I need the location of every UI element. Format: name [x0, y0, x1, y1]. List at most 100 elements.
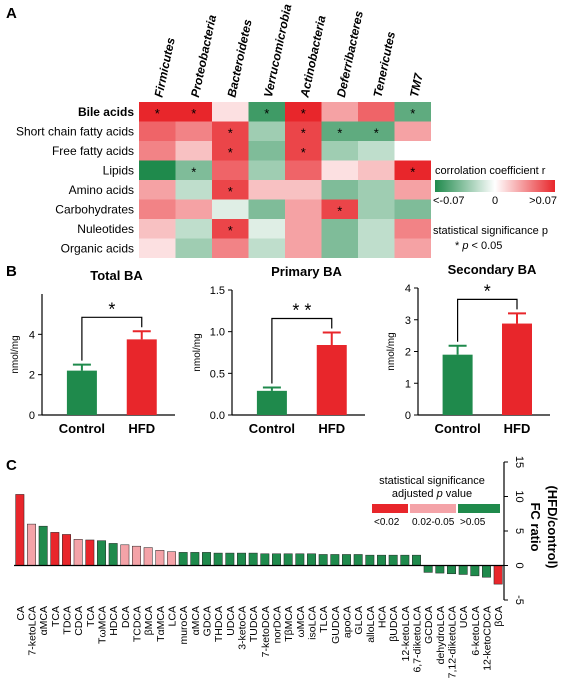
fc-bar	[120, 544, 130, 566]
significance-legend-title: statistical significance p	[433, 225, 548, 237]
heatmap-cell	[358, 102, 395, 122]
fc-bar	[248, 552, 258, 566]
fc-bar	[330, 554, 340, 566]
fc-bar	[178, 552, 188, 566]
heatmap-cell	[212, 238, 249, 258]
fc-category-label: ωMCA	[295, 606, 307, 638]
fc-y-tick-label: -5	[513, 595, 525, 605]
fc-bar	[412, 554, 421, 566]
fc-y-tick-label: 5	[513, 528, 525, 534]
x-tick-label: Control	[249, 421, 295, 436]
fc-category-label: TωMCA	[97, 606, 109, 644]
significance-star: *	[410, 164, 415, 179]
fc-bar	[435, 565, 445, 574]
fc-category-label: TβMCA	[283, 606, 295, 642]
fc-bar	[225, 552, 235, 566]
significance-star: *	[228, 184, 233, 199]
fc-bar	[155, 550, 165, 566]
significance-marker: *	[484, 281, 491, 301]
fc-bar	[85, 539, 95, 566]
fc-category-label: GDCA	[202, 606, 214, 636]
heatmap-cell	[321, 102, 358, 122]
x-tick-label: HFD	[318, 421, 345, 436]
fc-bar	[202, 552, 211, 566]
heatmap-cell	[139, 199, 176, 219]
fc-category-label: 7-ketoLCA	[27, 606, 39, 656]
fc-category-label: UCA	[458, 606, 470, 628]
x-tick-label: HFD	[128, 421, 155, 436]
heatmap-cell	[139, 238, 176, 258]
heatmap-cell	[175, 102, 212, 122]
heatmap-cell	[394, 199, 431, 219]
heatmap-cell	[139, 141, 176, 161]
heatmap-cell	[394, 102, 431, 122]
fc-bar	[38, 525, 48, 566]
heatmap-cell	[248, 121, 285, 141]
fc-category-label: CDCA	[73, 606, 85, 636]
significance-star: *	[374, 125, 379, 140]
significance-bracket	[271, 317, 333, 384]
fc-bar	[283, 553, 293, 566]
significance-bracket	[457, 298, 518, 342]
significance-marker: *	[108, 299, 115, 319]
fc-bar	[295, 553, 305, 566]
fc-bar	[62, 534, 71, 566]
heatmap-cell	[358, 238, 395, 258]
fc-y-tick-label: 10	[513, 490, 525, 502]
heatmap-panel: Firmicutes Proteobacteria Bacteroidetes Ver…	[16, 3, 557, 258]
panel-label-a: A	[6, 5, 17, 22]
heatmap-cell	[285, 160, 322, 180]
heatmap-cell	[358, 180, 395, 200]
heatmap-legend-title: corrolation coefficient r	[435, 165, 546, 177]
significance-star: *	[191, 106, 196, 121]
heatmap-row-label: Free fatty acids	[52, 144, 134, 158]
heatmap-cell	[358, 160, 395, 180]
fc-legend-subtitle-p: p	[436, 488, 443, 500]
legend-mid-label: 0	[492, 195, 498, 207]
fc-y-tick-label: 15	[513, 456, 525, 468]
heatmap-cell	[358, 141, 395, 161]
fc-legend-subtitle-pre: adjusted	[392, 488, 437, 500]
fc-category-label: αMCA	[38, 606, 50, 635]
heatmap-cell	[394, 121, 431, 141]
heatmap-cell	[212, 219, 249, 239]
heatmap-cell	[212, 180, 249, 200]
heatmap-cell	[212, 199, 249, 219]
heatmap-cell	[358, 219, 395, 239]
heatmap-row-label: Bile acids	[78, 105, 134, 119]
x-tick-label: HFD	[504, 421, 531, 436]
fc-bar	[423, 565, 433, 573]
heatmap-cell	[394, 160, 431, 180]
y-tick-label: 0	[405, 410, 411, 422]
heatmap-cell	[321, 121, 358, 141]
significance-legend-star: *	[455, 240, 462, 252]
fc-ratio-chart: CA 7-ketoLCA αMCA TCA TDCA CDCA TCA TωMCA HDCA DC…	[14, 456, 560, 678]
heatmap-cell	[394, 180, 431, 200]
fc-y-axis-label: FC ratio	[528, 502, 543, 551]
legend-max-label: >0.07	[529, 195, 557, 207]
heatmap-cell	[248, 180, 285, 200]
fc-bar	[342, 554, 351, 566]
fc-category-label: apoCA	[342, 606, 354, 638]
heatmap-column-label: Proteobacteria	[188, 13, 219, 98]
fc-category-label: TCA	[85, 606, 97, 627]
heatmap-cell	[248, 219, 285, 239]
legend-min-label: <-0.07	[433, 195, 465, 207]
heatmap-cell	[175, 180, 212, 200]
fc-bar	[213, 552, 223, 566]
fc-category-label: CA	[15, 606, 27, 621]
fc-legend-swatch	[372, 504, 408, 513]
heatmap-cell	[248, 238, 285, 258]
heatmap-cell	[212, 121, 249, 141]
heatmap-cell	[139, 219, 176, 239]
fc-category-label: βMCA	[143, 606, 155, 635]
y-tick-label: 2	[29, 370, 35, 382]
fc-bar	[143, 547, 153, 566]
fc-legend-label: <0.02	[374, 517, 400, 528]
total-ba-chart: Total BA 0 2 4 nmol/mg Control HFD *	[10, 268, 175, 436]
heatmap-cell	[285, 199, 322, 219]
heatmap-cell	[285, 141, 322, 161]
y-axis-label: nmol/mg	[386, 332, 397, 370]
heatmap-row-label: Amino acids	[69, 183, 134, 197]
heatmap-cell	[358, 199, 395, 219]
